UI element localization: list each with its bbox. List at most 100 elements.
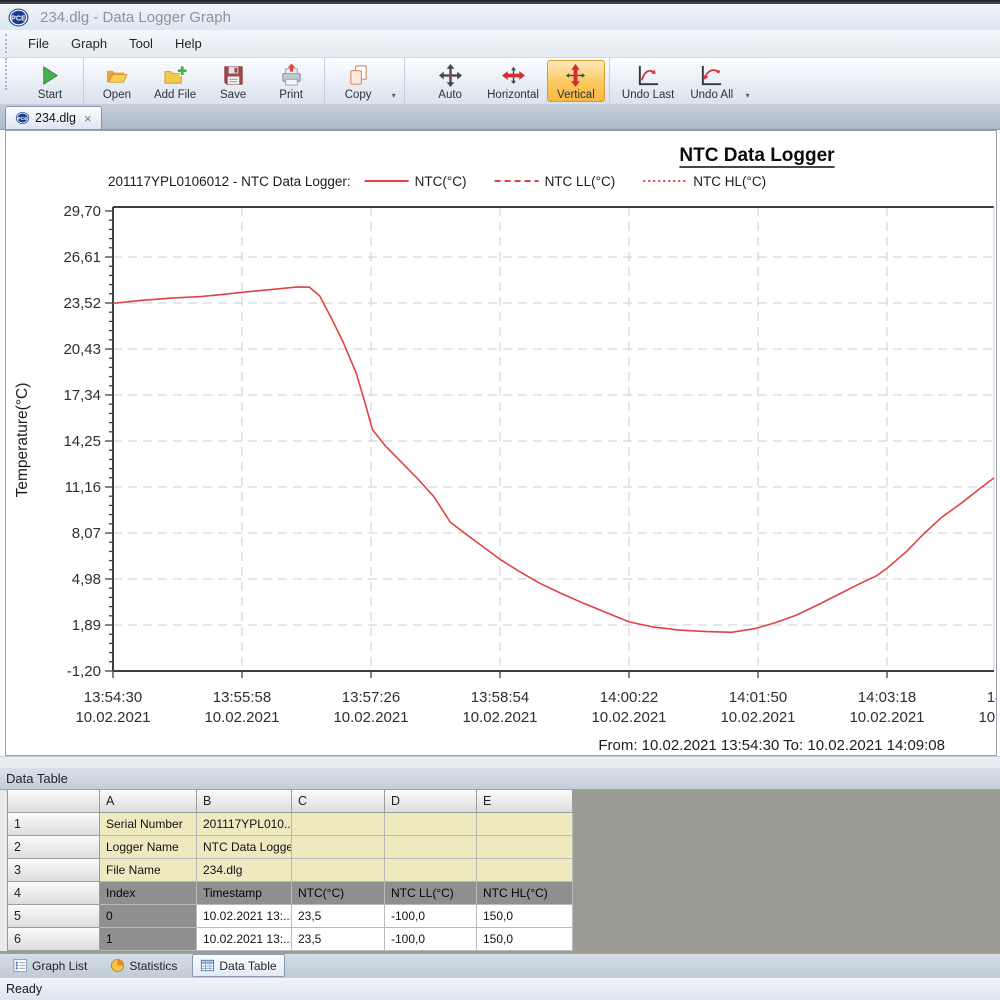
toolbar: Start Open Add File Save Print Copy ▾ Auto Horiz…: [0, 58, 1000, 105]
print-button[interactable]: Print: [262, 60, 320, 102]
menu-item-tool[interactable]: Tool: [129, 36, 153, 51]
toolbar-button-label: Undo Last: [621, 89, 675, 101]
x-tick-time: 14:00:22: [600, 689, 658, 706]
row-header-1[interactable]: 1: [8, 813, 100, 836]
x-tick-time: 14:04:46: [987, 689, 996, 706]
toolbar-button-label: Copy: [344, 89, 372, 101]
legend-label-ntc-ll-c: NTC LL(°C): [545, 174, 616, 189]
toolbar-group: Open Add File Save Print: [84, 58, 326, 104]
column-header-E[interactable]: E: [477, 790, 573, 813]
cell-r2-D[interactable]: [385, 836, 477, 859]
horizontal-icon: [501, 63, 526, 88]
chart-panel: 29,70 26,61 23,52 20,43 17,34 14,25 11,16 8,07 4…: [5, 130, 997, 756]
menu-item-file[interactable]: File: [28, 36, 49, 51]
cell-r2-B[interactable]: NTC Data Logger: [197, 836, 292, 859]
cell-r3-D[interactable]: [385, 859, 477, 882]
vertical-icon: [563, 63, 588, 88]
row-header-4[interactable]: 4: [8, 882, 100, 905]
cell-r3-A[interactable]: File Name: [100, 859, 197, 882]
window-top-edge: [0, 0, 1000, 4]
undo-last-button[interactable]: Undo Last: [614, 60, 682, 102]
panel-tab-graph-list[interactable]: Graph List: [5, 954, 95, 977]
cell-r4-D[interactable]: NTC LL(°C): [385, 882, 477, 905]
cell-r5-E[interactable]: 150,0: [477, 905, 573, 928]
add-file-button[interactable]: Add File: [146, 60, 204, 102]
cell-r4-E[interactable]: NTC HL(°C): [477, 882, 573, 905]
column-header-B[interactable]: B: [197, 790, 292, 813]
panel-tab-data-table[interactable]: Data Table: [192, 954, 285, 977]
x-tick-time: 13:58:54: [471, 689, 529, 706]
x-tick-date: 10.02.2021: [333, 709, 408, 726]
x-tick-time: 14:01:50: [729, 689, 787, 706]
table-corner-cell[interactable]: [8, 790, 100, 813]
cell-r1-A[interactable]: Serial Number: [100, 813, 197, 836]
toolbar-groups: Start Open Add File Save Print Copy ▾ Auto Horiz…: [17, 58, 1000, 104]
y-axis-tick-label: 29,70: [63, 203, 101, 220]
panel-splitter[interactable]: [0, 756, 1000, 768]
cell-r5-A[interactable]: 0: [100, 905, 197, 928]
cell-r1-C[interactable]: [292, 813, 385, 836]
cell-r6-E[interactable]: 150,0: [477, 928, 573, 951]
start-icon: [37, 63, 62, 88]
cell-r6-D[interactable]: -100,0: [385, 928, 477, 951]
x-tick-date: 10.02.2021: [849, 709, 924, 726]
cell-r5-C[interactable]: 23,5: [292, 905, 385, 928]
column-header-C[interactable]: C: [292, 790, 385, 813]
panel-tab-label: Statistics: [129, 958, 178, 973]
auto-icon: [438, 63, 463, 88]
cell-r1-E[interactable]: [477, 813, 573, 836]
table-row: 5 0 10.02.2021 13:... 23,5 -100,0 150,0: [8, 905, 573, 928]
horizontal-button[interactable]: Horizontal: [479, 60, 547, 102]
title-bar[interactable]: PCE 234.dlg - Data Logger Graph: [0, 4, 1000, 30]
menu-item-graph[interactable]: Graph: [70, 36, 108, 51]
cell-r2-E[interactable]: [477, 836, 573, 859]
cell-r1-D[interactable]: [385, 813, 477, 836]
panel-tab-bar: Graph List Statistics Data Table: [0, 953, 1000, 977]
document-tab-label: 234.dlg: [35, 111, 77, 125]
cell-r3-E[interactable]: [477, 859, 573, 882]
cell-r6-B[interactable]: 10.02.2021 13:...: [197, 928, 292, 951]
chart-title: NTC Data Logger: [679, 145, 835, 166]
start-button[interactable]: Start: [21, 60, 79, 102]
cell-r4-A[interactable]: Index: [100, 882, 197, 905]
cell-r5-B[interactable]: 10.02.2021 13:...: [197, 905, 292, 928]
toolbar-button-label: Save: [220, 89, 247, 101]
row-header-5[interactable]: 5: [8, 905, 100, 928]
cell-r4-B[interactable]: Timestamp: [197, 882, 292, 905]
svg-text:PCE: PCE: [18, 116, 29, 122]
row-header-3[interactable]: 3: [8, 859, 100, 882]
svg-text:PCE: PCE: [11, 13, 26, 22]
panel-tab-statistics[interactable]: Statistics: [102, 954, 185, 977]
open-button[interactable]: Open: [88, 60, 146, 102]
auto-button[interactable]: Auto: [421, 60, 479, 102]
column-header-D[interactable]: D: [385, 790, 477, 813]
toolbar-overflow-button[interactable]: ▾: [391, 91, 396, 100]
legend-label-ntc-c: NTC(°C): [415, 174, 467, 189]
cell-r4-C[interactable]: NTC(°C): [292, 882, 385, 905]
chart-canvas[interactable]: 29,70 26,61 23,52 20,43 17,34 14,25 11,16 8,07 4…: [6, 131, 996, 755]
panel-tab-label: Graph List: [32, 958, 88, 973]
row-header-6[interactable]: 6: [8, 928, 100, 951]
legend-label-ntc-hl-c: NTC HL(°C): [693, 174, 766, 189]
toolbar-overflow-button[interactable]: ▾: [745, 91, 750, 100]
cell-r5-D[interactable]: -100,0: [385, 905, 477, 928]
cell-r6-C[interactable]: 23,5: [292, 928, 385, 951]
y-axis-tick-label: 4,98: [72, 571, 101, 588]
document-tab[interactable]: PCE 234.dlg ×: [5, 106, 102, 129]
copy-button[interactable]: Copy: [329, 60, 387, 102]
cell-r3-C[interactable]: [292, 859, 385, 882]
undo-all-button[interactable]: Undo All: [682, 60, 741, 102]
cell-r2-C[interactable]: [292, 836, 385, 859]
cell-r2-A[interactable]: Logger Name: [100, 836, 197, 859]
save-button[interactable]: Save: [204, 60, 262, 102]
cell-r6-A[interactable]: 1: [100, 928, 197, 951]
column-header-A[interactable]: A: [100, 790, 197, 813]
vertical-button[interactable]: Vertical: [546, 60, 605, 102]
cell-r1-B[interactable]: 201117YPL010...: [197, 813, 292, 836]
cell-r3-B[interactable]: 234.dlg: [197, 859, 292, 882]
row-header-2[interactable]: 2: [8, 836, 100, 859]
close-tab-icon[interactable]: ×: [84, 110, 92, 126]
toolbar-group: Copy ▾: [325, 58, 406, 104]
menu-item-help[interactable]: Help: [174, 36, 202, 51]
